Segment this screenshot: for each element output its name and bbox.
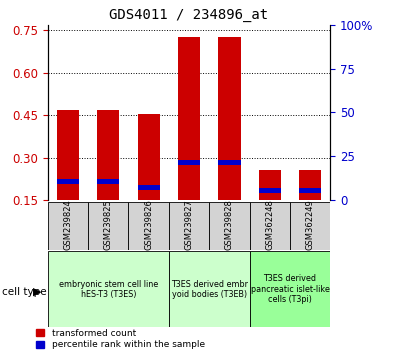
Text: GSM239826: GSM239826 [144, 199, 153, 250]
Text: GSM362248: GSM362248 [265, 199, 274, 250]
Bar [169, 202, 209, 250]
Bar [88, 202, 129, 250]
Bar [259, 170, 281, 200]
Text: embryonic stem cell line
hES-T3 (T3ES): embryonic stem cell line hES-T3 (T3ES) [59, 280, 158, 299]
Bar [250, 251, 330, 327]
Bar [178, 38, 200, 200]
Text: T3ES derived embr
yoid bodies (T3EB): T3ES derived embr yoid bodies (T3EB) [171, 280, 248, 299]
Bar [129, 202, 169, 250]
Title: GDS4011 / 234896_at: GDS4011 / 234896_at [109, 8, 269, 22]
Text: GSM239827: GSM239827 [185, 199, 193, 250]
Bar [209, 202, 250, 250]
Bar [259, 188, 281, 193]
Bar [138, 185, 160, 190]
Text: GSM239824: GSM239824 [63, 199, 72, 250]
Bar [169, 251, 250, 327]
Bar [97, 179, 119, 184]
Text: GSM362249: GSM362249 [306, 199, 315, 250]
Bar [219, 38, 240, 200]
Bar [48, 251, 169, 327]
Bar [138, 114, 160, 200]
Text: GSM239828: GSM239828 [225, 199, 234, 250]
Bar [250, 202, 290, 250]
Text: ▶: ▶ [33, 287, 41, 297]
Bar [57, 110, 79, 200]
Bar [299, 170, 321, 200]
Text: T3ES derived
pancreatic islet-like
cells (T3pi): T3ES derived pancreatic islet-like cells… [250, 274, 330, 304]
Bar [219, 160, 240, 165]
Bar [299, 188, 321, 193]
Legend: transformed count, percentile rank within the sample: transformed count, percentile rank withi… [36, 329, 205, 349]
Bar [97, 110, 119, 200]
Bar [57, 179, 79, 184]
Bar [48, 202, 88, 250]
Bar [290, 202, 330, 250]
Text: GSM239825: GSM239825 [104, 199, 113, 250]
Bar [178, 160, 200, 165]
Text: cell type: cell type [2, 287, 47, 297]
